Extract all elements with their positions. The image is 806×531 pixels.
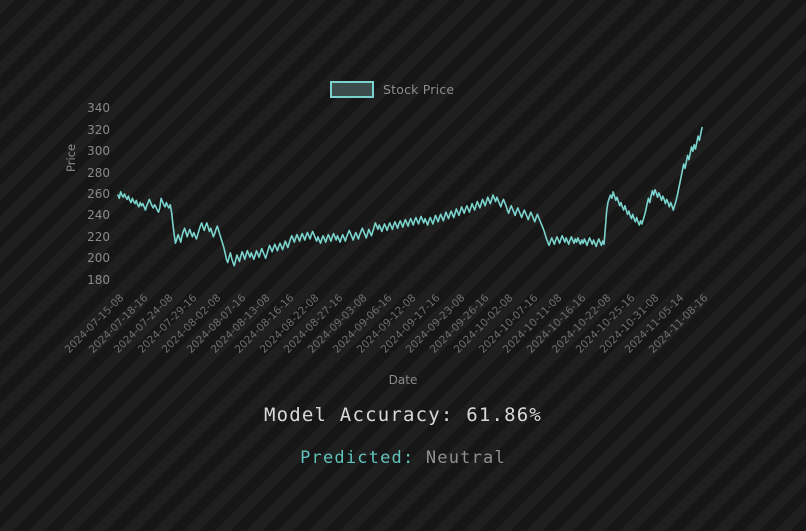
y-tick-260: 260	[87, 187, 110, 201]
stock-price-line	[117, 126, 703, 267]
y-tick-280: 280	[87, 165, 110, 180]
y-tick-300: 300	[87, 144, 110, 159]
legend-swatch-stock-price	[330, 81, 374, 98]
y-tick-340: 340	[87, 101, 110, 116]
legend-label-stock-price: Stock Price	[383, 82, 455, 97]
chart-legend: Stock Price	[330, 81, 454, 98]
prediction-text: Predicted: Neutral	[0, 448, 806, 468]
prediction-value: Neutral	[425, 448, 506, 468]
prediction-label: Predicted:	[300, 448, 415, 468]
x-axis-label: Date	[388, 373, 418, 387]
y-tick-220: 220	[87, 229, 110, 244]
y-tick-240: 240	[87, 208, 110, 223]
y-tick-180: 180	[87, 272, 110, 287]
model-accuracy-text: Model Accuracy: 61.86%	[263, 404, 543, 426]
y-tick-200: 200	[87, 251, 110, 266]
y-tick-320: 320	[87, 122, 110, 137]
